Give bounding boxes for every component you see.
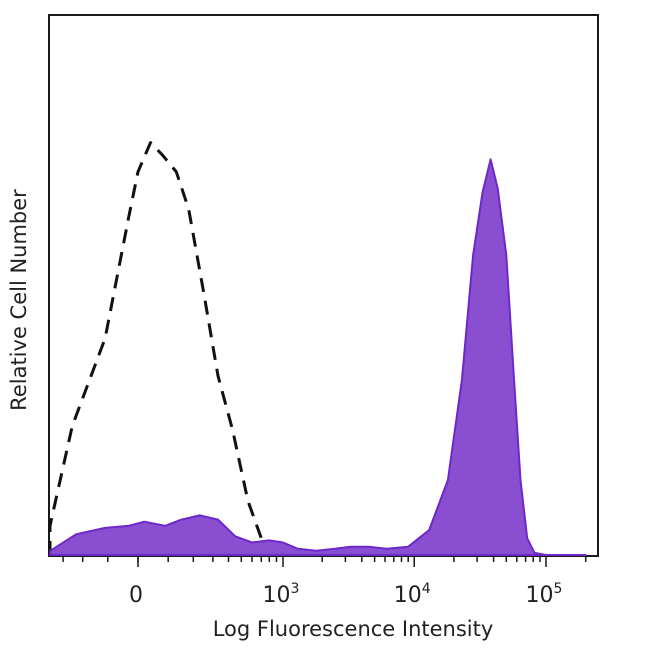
x-tick-label: 105 bbox=[526, 581, 563, 608]
x-tick-label: 103 bbox=[263, 581, 300, 608]
y-axis-title: Relative Cell Number bbox=[7, 189, 31, 411]
x-tick-label: 104 bbox=[394, 581, 431, 608]
x-axis-ticks bbox=[62, 556, 587, 567]
x-tick-label: 0 bbox=[129, 583, 143, 608]
stained-sample-histogram bbox=[49, 158, 587, 556]
isotype-control-curve bbox=[48, 141, 275, 556]
x-axis-title: Log Fluorescence Intensity bbox=[213, 617, 494, 641]
x-tick-labels: 0 103 104 105 bbox=[129, 581, 562, 608]
series-layer bbox=[48, 141, 587, 556]
